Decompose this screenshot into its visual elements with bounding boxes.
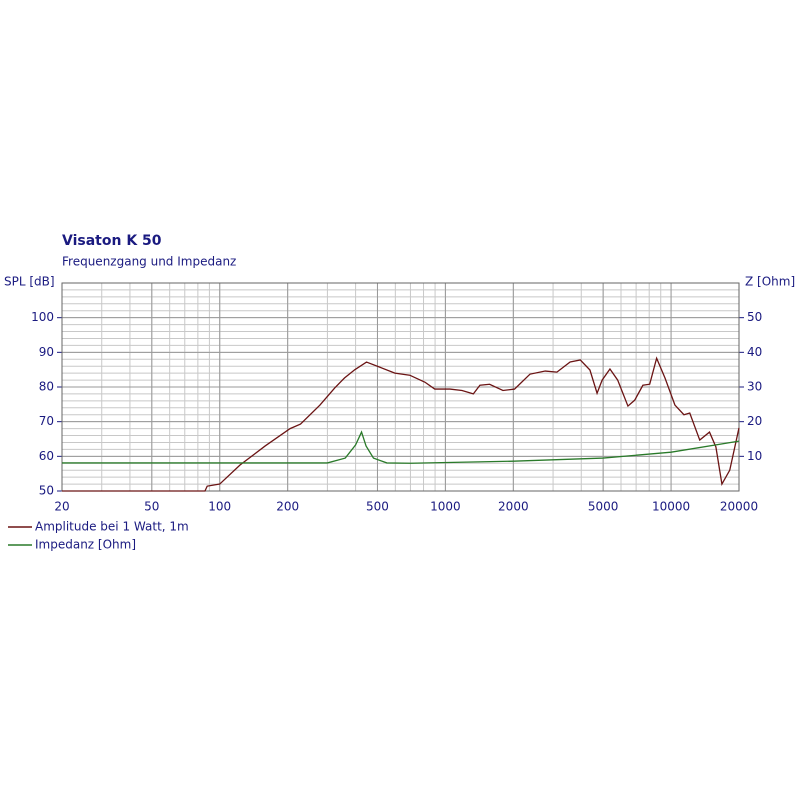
y-tick-label: 60 — [39, 449, 54, 463]
y-tick-label: 70 — [39, 414, 54, 428]
x-tick-label: 100 — [208, 500, 231, 514]
series-line — [62, 356, 740, 492]
y2-axis-label: Z [Ohm] — [745, 275, 795, 289]
x-tick-label: 10000 — [652, 500, 690, 514]
legend-label: Impedanz [Ohm] — [35, 538, 136, 552]
y2-tick-label: 30 — [747, 380, 762, 394]
x-tick-label: 20000 — [720, 500, 758, 514]
y2-tick-label: 10 — [747, 449, 762, 463]
y-tick-label: 100 — [31, 310, 54, 324]
x-tick-label: 1000 — [430, 500, 461, 514]
x-tick-label: 50 — [144, 500, 159, 514]
chart-subtitle: Frequenzgang und Impedanz — [62, 255, 236, 269]
y-tick-label: 80 — [39, 380, 54, 394]
y2-tick-label: 20 — [747, 414, 762, 428]
x-tick-label: 200 — [276, 500, 299, 514]
y-tick-label: 90 — [39, 345, 54, 359]
chart-title: Visaton K 50 — [62, 233, 162, 249]
x-tick-label: 500 — [366, 500, 389, 514]
y2-tick-label: 40 — [747, 345, 762, 359]
series-line — [62, 430, 740, 464]
legend-label: Amplitude bei 1 Watt, 1m — [35, 520, 189, 534]
plot-frame — [61, 282, 740, 492]
y-axis-label: SPL [dB] — [4, 275, 55, 289]
y2-tick-label: 50 — [747, 310, 762, 324]
x-tick-label: 2000 — [498, 500, 529, 514]
x-tick-label: 20 — [54, 500, 69, 514]
x-tick-label: 5000 — [588, 500, 619, 514]
y-tick-label: 50 — [39, 484, 54, 498]
